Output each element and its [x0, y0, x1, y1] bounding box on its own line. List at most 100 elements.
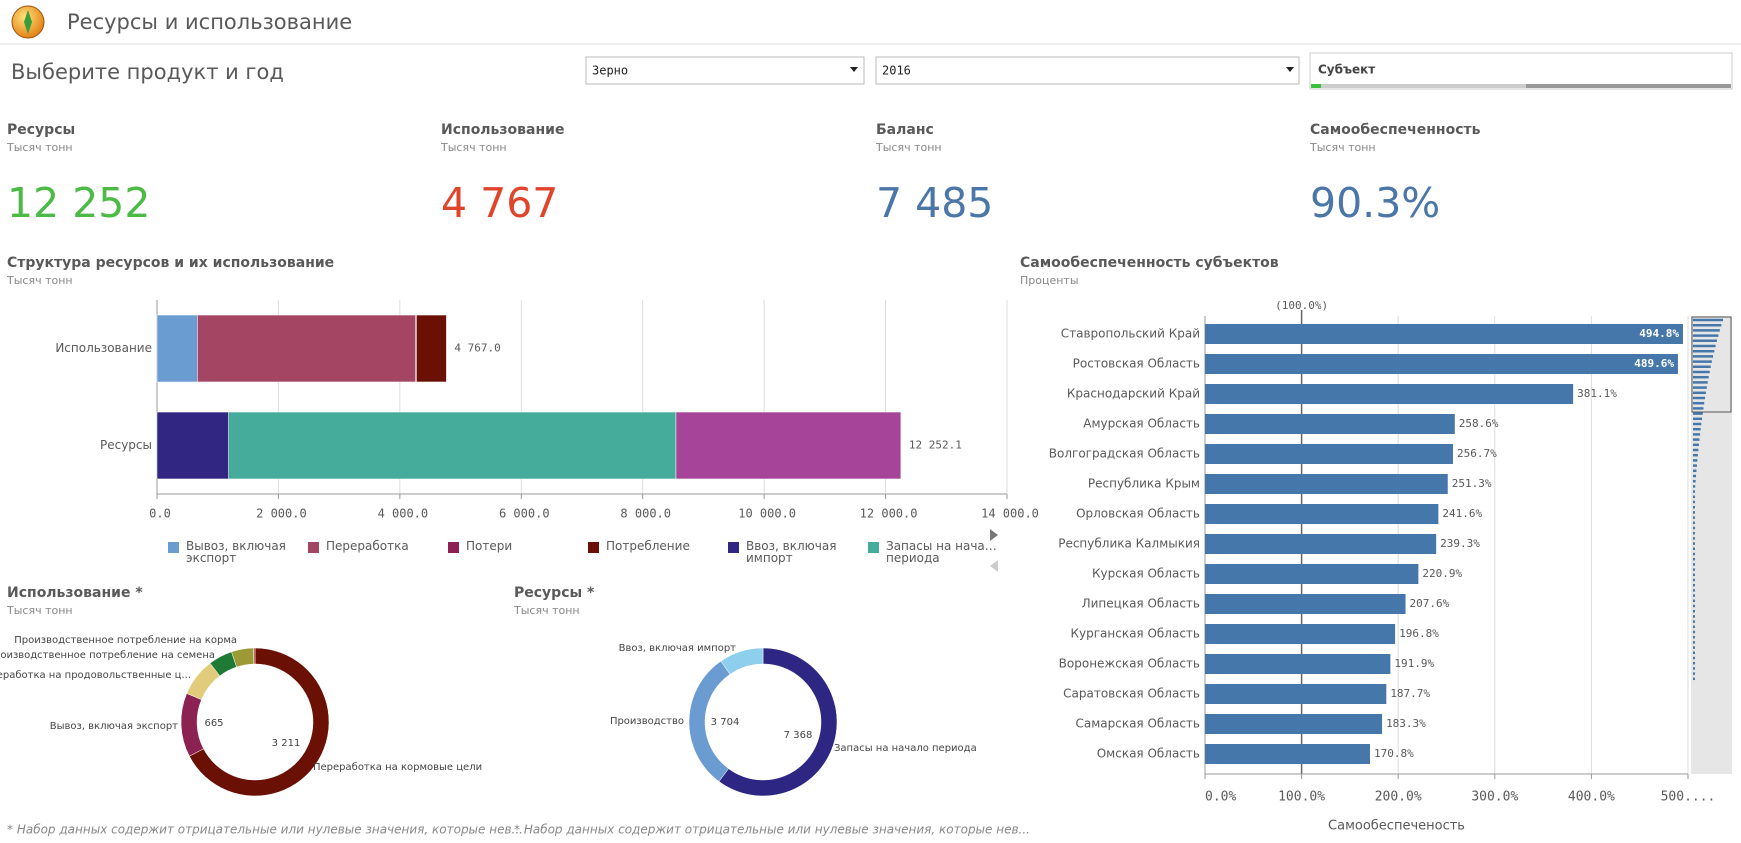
legend-swatch — [168, 542, 179, 553]
bar — [1205, 714, 1383, 734]
y-tick-label: Липецкая Область — [1082, 597, 1200, 611]
value-label: 220.9% — [1422, 567, 1462, 580]
x-tick-label: 10 000.0 — [738, 507, 796, 521]
chart-subtitle: Тысяч тонн — [6, 274, 73, 287]
bar — [1205, 384, 1574, 404]
footnote: * Набор данных содержит отрицательные ил… — [514, 823, 1030, 837]
footnote: * Набор данных содержит отрицательные ил… — [7, 823, 523, 837]
y-tick-label: Ростовская Область — [1073, 357, 1200, 371]
y-tick-label: Ставропольский Край — [1061, 327, 1200, 341]
bar — [1205, 504, 1439, 524]
y-tick-label: Омская Область — [1097, 747, 1200, 761]
slice-label: Переработка на кормовые цели — [313, 762, 482, 773]
selector-prompt: Выберите продукт и год — [11, 60, 284, 84]
x-tick-label: 6 000.0 — [499, 507, 550, 521]
legend-prev — [990, 560, 998, 572]
donut-slice — [189, 647, 330, 797]
donut-slice — [718, 647, 838, 797]
chart-subtitle: Тысяч тонн — [6, 604, 73, 617]
y-tick-label: Использование — [55, 341, 152, 355]
chart-title: Использование * — [7, 585, 143, 601]
slice-label: Переработка на продовольственные ц... — [0, 670, 191, 681]
value-label: 494.8% — [1639, 327, 1679, 340]
x-axis-title: Самообеспеченость — [1328, 819, 1465, 834]
x-tick-label: 100.0% — [1278, 790, 1325, 805]
kpi-title: Баланс — [876, 122, 934, 138]
bar — [1205, 564, 1419, 584]
x-tick-label: 4 000.0 — [378, 507, 429, 521]
legend-swatch — [308, 542, 319, 553]
slice-label: Запасы на начало периода — [834, 743, 977, 754]
value-label: 381.1% — [1577, 387, 1617, 400]
bar — [1205, 324, 1683, 344]
slice-label: Ввоз, включая импорт — [619, 643, 737, 654]
bar-segment — [675, 411, 902, 480]
scrollbar-window[interactable] — [1691, 316, 1732, 413]
filter-excluded — [1526, 84, 1731, 88]
chart-subtitle: Проценты — [1020, 274, 1079, 287]
value-label: 489.6% — [1634, 357, 1674, 370]
value-label: 207.6% — [1410, 597, 1450, 610]
value-label: 251.3% — [1452, 477, 1492, 490]
kpi-value: 12 252 — [7, 179, 150, 227]
bar-segment — [197, 314, 416, 383]
kpi-title: Использование — [441, 122, 564, 138]
y-tick-label: Курганская Область — [1070, 627, 1200, 641]
subject-filter-label: Субъект — [1318, 63, 1375, 77]
y-tick-label: Краснодарский Край — [1067, 387, 1200, 401]
kpi-title: Ресурсы — [7, 122, 75, 138]
kpi-subtitle: Тысяч тонн — [875, 141, 942, 154]
value-label: 183.3% — [1386, 717, 1426, 730]
x-tick-label: 12 000.0 — [860, 507, 918, 521]
value-label: 241.6% — [1442, 507, 1482, 520]
x-tick-label: 0.0% — [1205, 790, 1236, 805]
slice-label: Производственное потребление на корма — [14, 635, 237, 646]
year-dropdown[interactable] — [875, 56, 1300, 85]
legend-swatch — [588, 542, 599, 553]
slice-value: 7 368 — [784, 730, 813, 741]
donut-slice — [180, 693, 204, 757]
dropdown-arrow — [1286, 67, 1294, 72]
chart-title: Ресурсы * — [514, 585, 595, 601]
bar — [1205, 654, 1391, 674]
y-tick-label: Саратовская Область — [1063, 687, 1200, 701]
bar — [1205, 354, 1678, 374]
x-tick-label: 300.0% — [1471, 790, 1518, 805]
bar — [1205, 534, 1437, 554]
bar — [1205, 414, 1455, 434]
slice-label: Вывоз, включая экспорт — [50, 721, 178, 732]
legend-label: Ввоз, включая импорт — [746, 539, 836, 565]
legend-swatch — [448, 542, 459, 553]
chart-title: Самообеспеченность субъектов — [1020, 255, 1279, 271]
x-tick-label: 0.0 — [149, 507, 171, 521]
y-tick-label: Амурская Область — [1083, 417, 1200, 431]
x-tick-label: 8 000.0 — [620, 507, 671, 521]
x-tick-label: 500.... — [1661, 790, 1716, 805]
legend-swatch — [868, 542, 879, 553]
y-tick-label: Волгоградская Область — [1049, 447, 1200, 461]
y-tick-label: Орловская Область — [1076, 507, 1200, 521]
slice-value: 665 — [204, 718, 223, 729]
scrollbar-track[interactable] — [1691, 316, 1732, 774]
kpi-value: 4 767 — [441, 179, 558, 227]
bar — [1205, 624, 1396, 644]
subject-filter[interactable] — [1309, 52, 1733, 90]
dropdown-arrow — [850, 67, 858, 72]
mini-chart — [1693, 318, 1723, 681]
bar-segment — [156, 411, 229, 480]
header-bar — [0, 0, 1741, 44]
legend-next — [990, 529, 998, 541]
value-label: 196.8% — [1399, 627, 1439, 640]
y-tick-label: Республика Калмыкия — [1058, 537, 1200, 551]
product-dropdown[interactable] — [585, 56, 865, 85]
bar-segment — [228, 411, 677, 480]
legend-label: Потребление — [606, 539, 690, 553]
legend-label: Потери — [466, 539, 512, 553]
bar — [1205, 594, 1406, 614]
chart-subtitle: Тысяч тонн — [513, 604, 580, 617]
reference-label: (100.0%) — [1275, 299, 1328, 312]
slice-value: 3 211 — [272, 738, 301, 749]
bar — [1205, 684, 1387, 704]
x-tick-label: 200.0% — [1375, 790, 1422, 805]
